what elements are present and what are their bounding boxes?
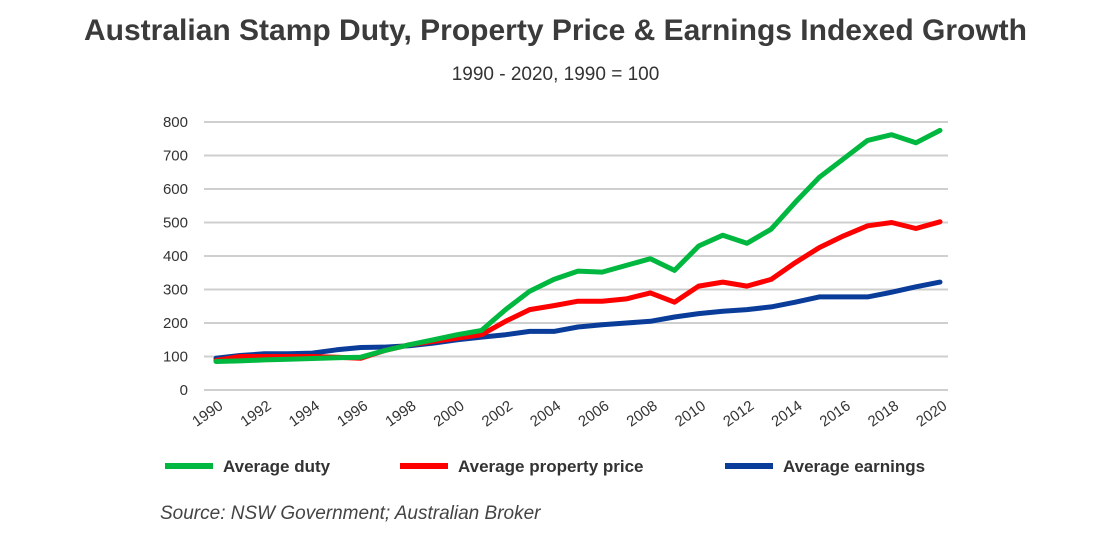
source-note: Source: NSW Government; Australian Broke… xyxy=(160,503,541,524)
x-tick-label: 2006 xyxy=(575,397,612,430)
y-tick-label: 100 xyxy=(163,349,188,366)
x-tick-label: 1990 xyxy=(189,397,226,430)
x-tick-label: 1994 xyxy=(286,397,323,430)
legend-label: Average property price xyxy=(458,457,644,476)
x-tick-label: 2000 xyxy=(431,397,468,430)
y-tick-label: 800 xyxy=(163,114,188,131)
x-tick-label: 1992 xyxy=(237,397,274,430)
series-line-average-property-price xyxy=(213,219,943,363)
chart-title: Australian Stamp Duty, Property Price & … xyxy=(84,14,1027,47)
chart-subtitle: 1990 - 2020, 1990 = 100 xyxy=(451,64,660,85)
x-tick-label: 2004 xyxy=(527,397,564,430)
x-tick-label: 2002 xyxy=(479,397,516,430)
series-line-average-earnings xyxy=(213,279,943,361)
y-tick-label: 200 xyxy=(163,315,188,332)
y-tick-label: 0 xyxy=(180,382,188,399)
y-tick-label: 300 xyxy=(163,282,188,299)
y-tick-label: 700 xyxy=(163,148,188,165)
x-tick-label: 1996 xyxy=(334,397,371,430)
series-line-average-duty xyxy=(213,127,943,364)
x-tick-label: 2008 xyxy=(624,397,661,430)
x-tick-label: 2014 xyxy=(768,397,805,430)
legend-label: Average earnings xyxy=(783,457,925,476)
x-tick-label: 2020 xyxy=(913,397,950,430)
y-tick-label: 400 xyxy=(163,248,188,265)
x-tick-label: 2012 xyxy=(720,397,757,430)
x-tick-label: 2018 xyxy=(865,397,902,430)
x-tick-label: 2010 xyxy=(672,397,709,430)
x-tick-label: 1998 xyxy=(382,397,419,430)
y-tick-label: 500 xyxy=(163,215,188,232)
y-tick-label: 600 xyxy=(163,181,188,198)
legend-label: Average duty xyxy=(223,457,331,476)
x-tick-label: 2016 xyxy=(817,397,854,430)
